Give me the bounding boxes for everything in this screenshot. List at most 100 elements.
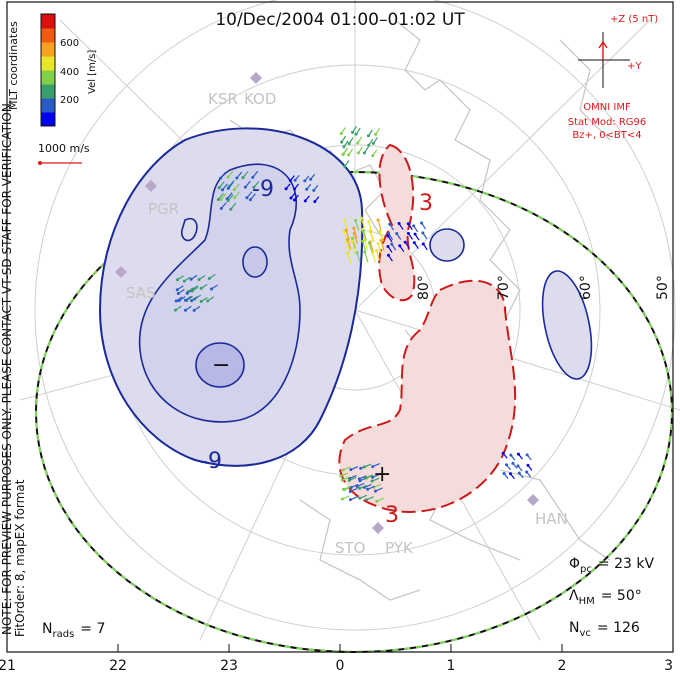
velocity-vector-origin [397, 222, 401, 226]
velocity-vector-origin [340, 140, 344, 144]
velocity-vector-origin [362, 151, 366, 155]
velocity-vector-origin [361, 229, 365, 233]
velocity-vector-origin [351, 130, 355, 134]
velocity-vector-origin [343, 164, 347, 168]
velocity-vector-origin [403, 240, 407, 244]
velocity-vector-origin [358, 486, 362, 490]
lambda-subscript: HM [579, 596, 595, 607]
lat-label-50: 50° [655, 275, 671, 300]
velocity-vector-origin [501, 451, 505, 455]
velocity-vector-origin [420, 221, 424, 225]
velocity-vector-origin [305, 187, 309, 191]
nrads-symbol: N [42, 621, 52, 637]
velocity-vector-origin [226, 175, 230, 179]
velocity-vector-origin [505, 463, 509, 467]
lambda-stat: ΛHM = 50° [569, 588, 642, 607]
velocity-vector-origin [348, 498, 352, 502]
mlt-tick-label: 21 [0, 658, 16, 674]
phi-symbol: Φ [569, 556, 580, 572]
imf-z-label: +Z (5 nT) [610, 14, 658, 25]
velocity-vector-origin [207, 277, 211, 281]
velocity-vector-origin [303, 179, 307, 183]
velocity-vector [369, 230, 374, 241]
imf-clock: +Z (5 nT) +Y OMNI IMF Stat Mod: RG96 Bz+… [568, 14, 659, 141]
positive-cell-lower [338, 279, 517, 513]
page-title: 10/Dec/2004 01:00–01:02 UT [215, 10, 465, 30]
mlt-tick-label: 23 [220, 658, 238, 674]
velocity-vector-origin [219, 198, 223, 202]
imf-source: OMNI IMF [583, 102, 631, 113]
negative-small-loop-3 [429, 228, 465, 262]
velocity-vector [371, 252, 377, 263]
colorbar-block [41, 70, 55, 85]
velocity-vector-origin [177, 299, 181, 303]
velocity-vector-origin [345, 241, 349, 245]
velocity-vector-origin [358, 496, 362, 500]
velocity-vector-origin [421, 231, 425, 235]
velocity-vector-origin [293, 187, 297, 191]
velocity-vector-origin [197, 277, 201, 281]
velocity-vector [346, 242, 351, 253]
velocity-vector-origin [313, 200, 317, 204]
velocity-vector-origin [388, 222, 392, 226]
velocity-vector-origin [341, 153, 345, 157]
velocity-vector-origin [190, 299, 194, 303]
velocity-vector-origin [284, 187, 288, 191]
velocity-vector-origin [183, 298, 187, 302]
phi-subscript: pc [580, 564, 592, 575]
velocity-vector-origin [241, 176, 245, 180]
velocity-vector-origin [216, 198, 220, 202]
velocity-vector-origin [368, 229, 372, 233]
velocity-vector-origin [354, 219, 358, 223]
lat-label-80: 80° [416, 275, 432, 300]
colorbar: 600 400 200 Vel [m/s] [40, 13, 98, 127]
velocity-vector-origin [217, 186, 221, 190]
velocity-vector-origin [341, 468, 345, 472]
lambda-value: = 50° [601, 588, 642, 604]
velocity-vector-origin [366, 134, 370, 138]
velocity-vector [345, 230, 350, 241]
velocity-vector-origin [340, 478, 344, 482]
velocity-vector [377, 219, 382, 231]
velocity-vector-origin [183, 308, 187, 312]
station-label: KOD [244, 90, 276, 108]
mlt-axis-labels: 21 22 23 0 1 2 3 [0, 658, 673, 674]
velocity-vector-origin [192, 308, 196, 312]
velocity-vector-origin [347, 142, 351, 146]
velocity-vector-origin [220, 188, 224, 192]
latitude-labels: 80° 70° 60° 50° [416, 275, 671, 300]
nvc-stat: Nvc = 126 [569, 620, 640, 639]
velocity-vector [347, 252, 352, 264]
imf-model: Stat Mod: RG96 [568, 117, 647, 128]
mlt-tick-label: 0 [336, 658, 345, 674]
velocity-vector-origin [379, 239, 383, 243]
velocity-vector [375, 250, 380, 261]
nrads-stat: Nrads = 7 [42, 621, 105, 640]
velocity-vector-origin [293, 178, 297, 182]
velocity-vector-origin [367, 143, 371, 147]
velocity-vector-origin [349, 468, 353, 472]
velocity-vector-origin [354, 132, 358, 136]
colorbar-tick: 400 [60, 67, 79, 78]
velocity-vector-origin [376, 242, 380, 246]
velocity-vector-origin [209, 287, 213, 291]
velocity-vector-origin [243, 185, 247, 189]
velocity-vector-origin [356, 141, 360, 145]
velocity-vector-origin [526, 463, 530, 467]
velocity-vector-origin [374, 132, 378, 136]
station-label: KSR [208, 90, 238, 108]
velocity-vector-origin [199, 286, 203, 290]
velocity-vector [380, 240, 385, 251]
velocity-vector [379, 230, 384, 241]
velocity-vector-origin [371, 141, 375, 145]
contour-label: 3 [385, 503, 399, 528]
velocity-vector-origin [288, 179, 292, 183]
imf-conditions: Bz+, 0<BT<4 [572, 130, 641, 141]
mlt-tick-label: 2 [558, 658, 567, 674]
station-label: SAS [126, 284, 156, 302]
velocity-vector-origin [347, 153, 351, 157]
coordinate-label: MLT coordinates [7, 21, 20, 110]
velocity-vector-origin [312, 188, 316, 192]
velocity-vector-origin [362, 465, 366, 469]
